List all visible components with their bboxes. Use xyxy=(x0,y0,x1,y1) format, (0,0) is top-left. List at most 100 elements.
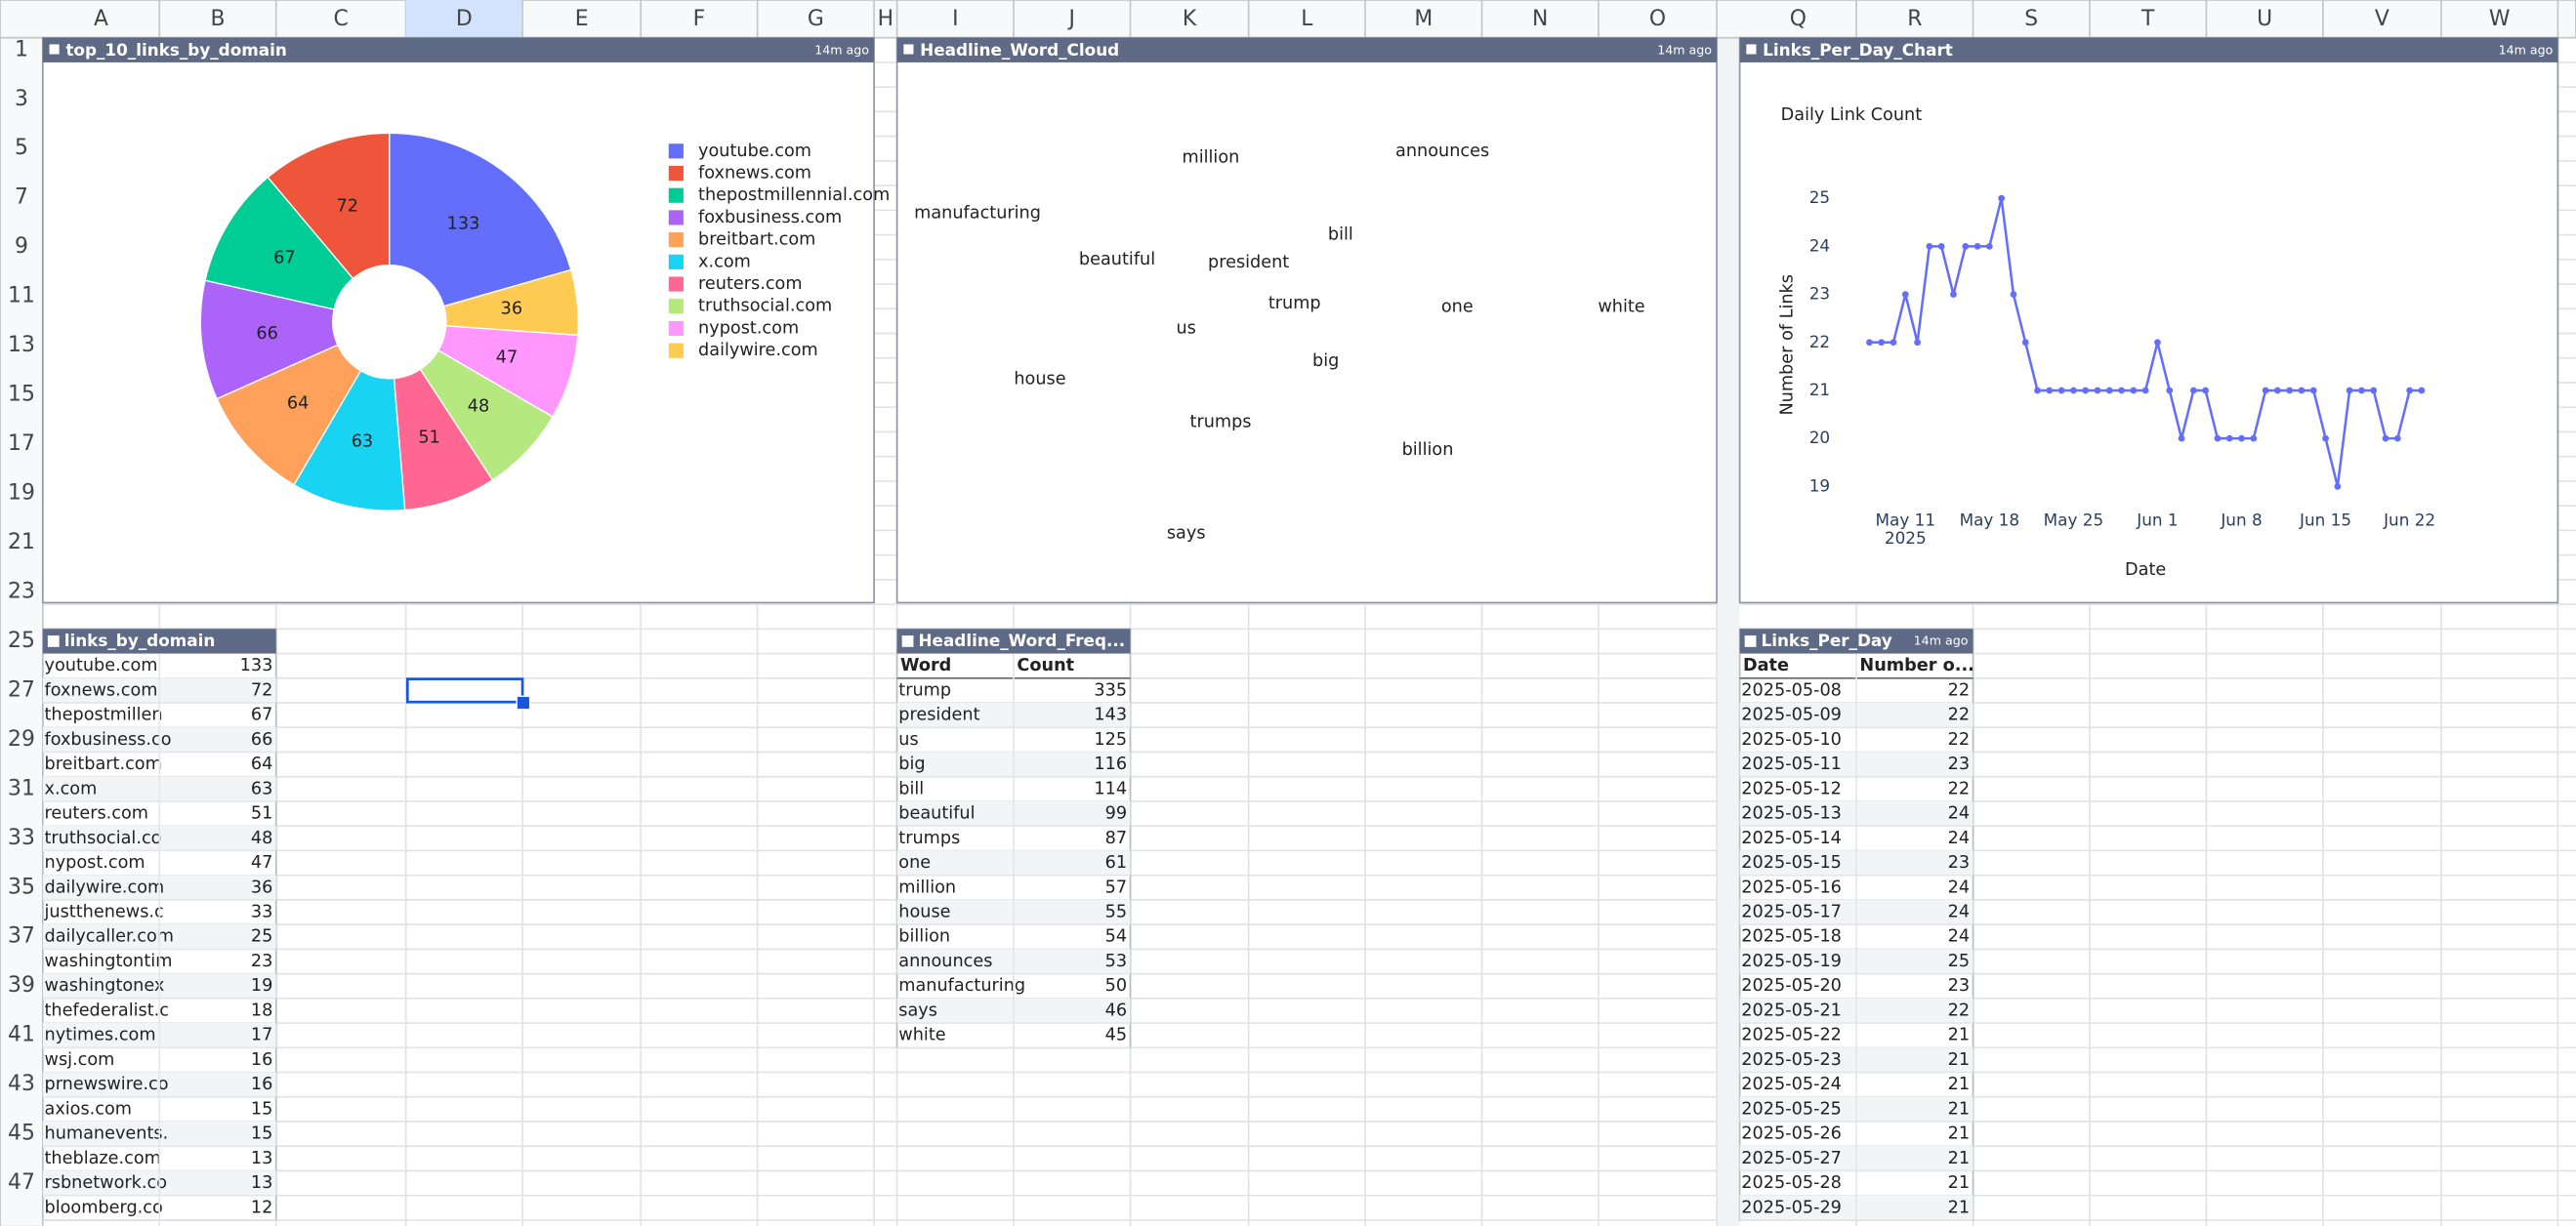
links-by-domain-table-cell: washingtontim xyxy=(45,952,173,971)
word-freq-table-cell: house xyxy=(898,903,950,922)
selected-cell[interactable] xyxy=(405,677,524,704)
line-marker xyxy=(2094,387,2101,394)
legend-swatch xyxy=(668,343,684,358)
row-number: 47 xyxy=(8,1170,35,1195)
links-by-domain-table-cell: reuters.com xyxy=(45,804,148,824)
column-header-bar xyxy=(0,0,2576,39)
legend-swatch xyxy=(668,232,684,248)
links-per-day-table-cell: 2025-05-25 xyxy=(1741,1099,1842,1119)
line-marker xyxy=(2070,387,2077,394)
links-by-domain-table-cell: bloomberg.co xyxy=(45,1198,163,1217)
pie-slice xyxy=(293,369,406,511)
line-marker xyxy=(2286,387,2294,394)
word-freq-table-cell-number: 335 xyxy=(1094,680,1127,700)
legend-label: dailywire.com xyxy=(698,341,818,360)
column-letter: O xyxy=(1649,7,1666,31)
fill-handle[interactable] xyxy=(516,695,531,711)
word-freq-table-cell-number: 57 xyxy=(1105,878,1127,897)
pie-slice xyxy=(204,176,354,310)
line-marker xyxy=(2225,434,2233,442)
links-per-day-table-cell: 2025-05-19 xyxy=(1741,952,1842,971)
chart-title: Daily Link Count xyxy=(1781,105,1923,125)
line-marker xyxy=(2154,339,2161,347)
row-number: 25 xyxy=(8,629,35,653)
line-marker xyxy=(2238,434,2245,442)
links-per-day-table-cell: 2025-05-24 xyxy=(1741,1075,1842,1094)
column-letter: C xyxy=(334,7,349,31)
cloud-word: billion xyxy=(1402,440,1454,460)
word-freq-table-cell: announces xyxy=(898,952,992,971)
links-per-day-table-cell-number: 22 xyxy=(1948,730,1970,750)
legend-swatch xyxy=(668,320,684,337)
column-letter: H xyxy=(878,7,893,31)
links-per-day-table-cell: 2025-05-26 xyxy=(1741,1124,1842,1144)
column-letter: T xyxy=(2140,7,2155,31)
links-by-domain-table-cell: axios.com xyxy=(45,1099,132,1119)
links-by-domain-table-cell-number: 19 xyxy=(251,976,272,996)
x-tick-label: Jun 8 xyxy=(2220,510,2262,529)
row-number: 7 xyxy=(15,185,28,210)
word-freq-table-cell-number: 50 xyxy=(1105,976,1127,996)
line-marker xyxy=(2105,387,2113,394)
word-freq-table-cell-number: 53 xyxy=(1105,952,1127,971)
line-marker xyxy=(1937,243,1945,250)
row-number: 11 xyxy=(8,284,35,308)
legend-swatch xyxy=(668,143,684,159)
word-freq-table-cell-number: 46 xyxy=(1105,1001,1127,1020)
selected-column-header xyxy=(405,0,523,38)
line-marker xyxy=(2250,434,2258,442)
links-per-day-table-cell-number: 24 xyxy=(1948,903,1970,922)
row-number: 33 xyxy=(8,826,35,850)
line-marker xyxy=(2141,387,2149,394)
column-letter: K xyxy=(1183,7,1197,31)
word-freq-table-cell-number: 45 xyxy=(1105,1026,1127,1045)
cloud-word: manufacturing xyxy=(914,204,1041,224)
line-marker xyxy=(2298,387,2306,394)
word-freq-table-col-header: Word xyxy=(900,656,951,675)
links-per-day-table-updated: 14m ago xyxy=(1914,633,1969,647)
pie-label: 51 xyxy=(418,429,439,448)
column-letter: F xyxy=(693,7,706,31)
word-freq-table-title: Headline_Word_Freq... xyxy=(918,631,1125,650)
cloud-word: million xyxy=(1183,148,1240,168)
pie-panel-title: top_10_links_by_domain xyxy=(65,40,287,60)
word-freq-table-cell: trump xyxy=(898,680,951,700)
word-freq-table-cell-number: 55 xyxy=(1105,903,1127,922)
cloud-word: beautiful xyxy=(1079,250,1155,269)
column-letter: B xyxy=(210,7,225,31)
links-by-domain-table-cell-number: 47 xyxy=(251,853,272,873)
line-marker xyxy=(2382,434,2389,442)
cloud-word: bill xyxy=(1328,225,1353,245)
row-number: 1 xyxy=(15,37,28,61)
links-by-domain-table-cell: youtube.com xyxy=(45,656,158,675)
links-by-domain-table-title: links_by_domain xyxy=(64,631,216,650)
links-per-day-table-cell: 2025-05-20 xyxy=(1741,976,1842,996)
links-per-day-table-cell: 2025-05-15 xyxy=(1741,853,1842,873)
word-freq-table-cell: us xyxy=(898,730,918,750)
row-number: 5 xyxy=(15,136,28,160)
line-marker xyxy=(2214,434,2222,442)
column-letter: Q xyxy=(1790,7,1807,31)
pie-label: 48 xyxy=(468,396,489,416)
line-marker xyxy=(2021,339,2029,347)
row-number: 21 xyxy=(8,530,35,554)
word-cloud: trump president us big bill beautiful trumps on… xyxy=(914,142,1645,544)
links-per-day-table-title: Links_Per_Day xyxy=(1762,631,1892,650)
column-letter: N xyxy=(1532,7,1548,31)
line-marker xyxy=(2393,434,2401,442)
links-by-domain-table-cell: humanevents. xyxy=(45,1124,169,1144)
links-per-day-table-col-header: Number o... xyxy=(1859,656,1974,675)
line-marker xyxy=(2346,387,2353,394)
wordcloud-panel-icon xyxy=(903,44,914,55)
links-per-day-table-cell-number: 24 xyxy=(1948,927,1970,947)
word-freq-table-cell: billion xyxy=(898,927,950,947)
word-freq-table-cell: one xyxy=(898,853,931,873)
links-per-day-table-cell-number: 21 xyxy=(1948,1075,1970,1094)
links-per-day-table-cell-number: 23 xyxy=(1948,976,1970,996)
links-by-domain-table-cell-number: 15 xyxy=(251,1124,272,1144)
line-marker xyxy=(2178,434,2185,442)
links-by-domain-table-cell: prnewswire.co xyxy=(45,1075,169,1094)
links-per-day-table-cell-number: 24 xyxy=(1948,829,1970,848)
cloud-word: trump xyxy=(1268,294,1321,313)
row-number: 3 xyxy=(15,87,28,111)
